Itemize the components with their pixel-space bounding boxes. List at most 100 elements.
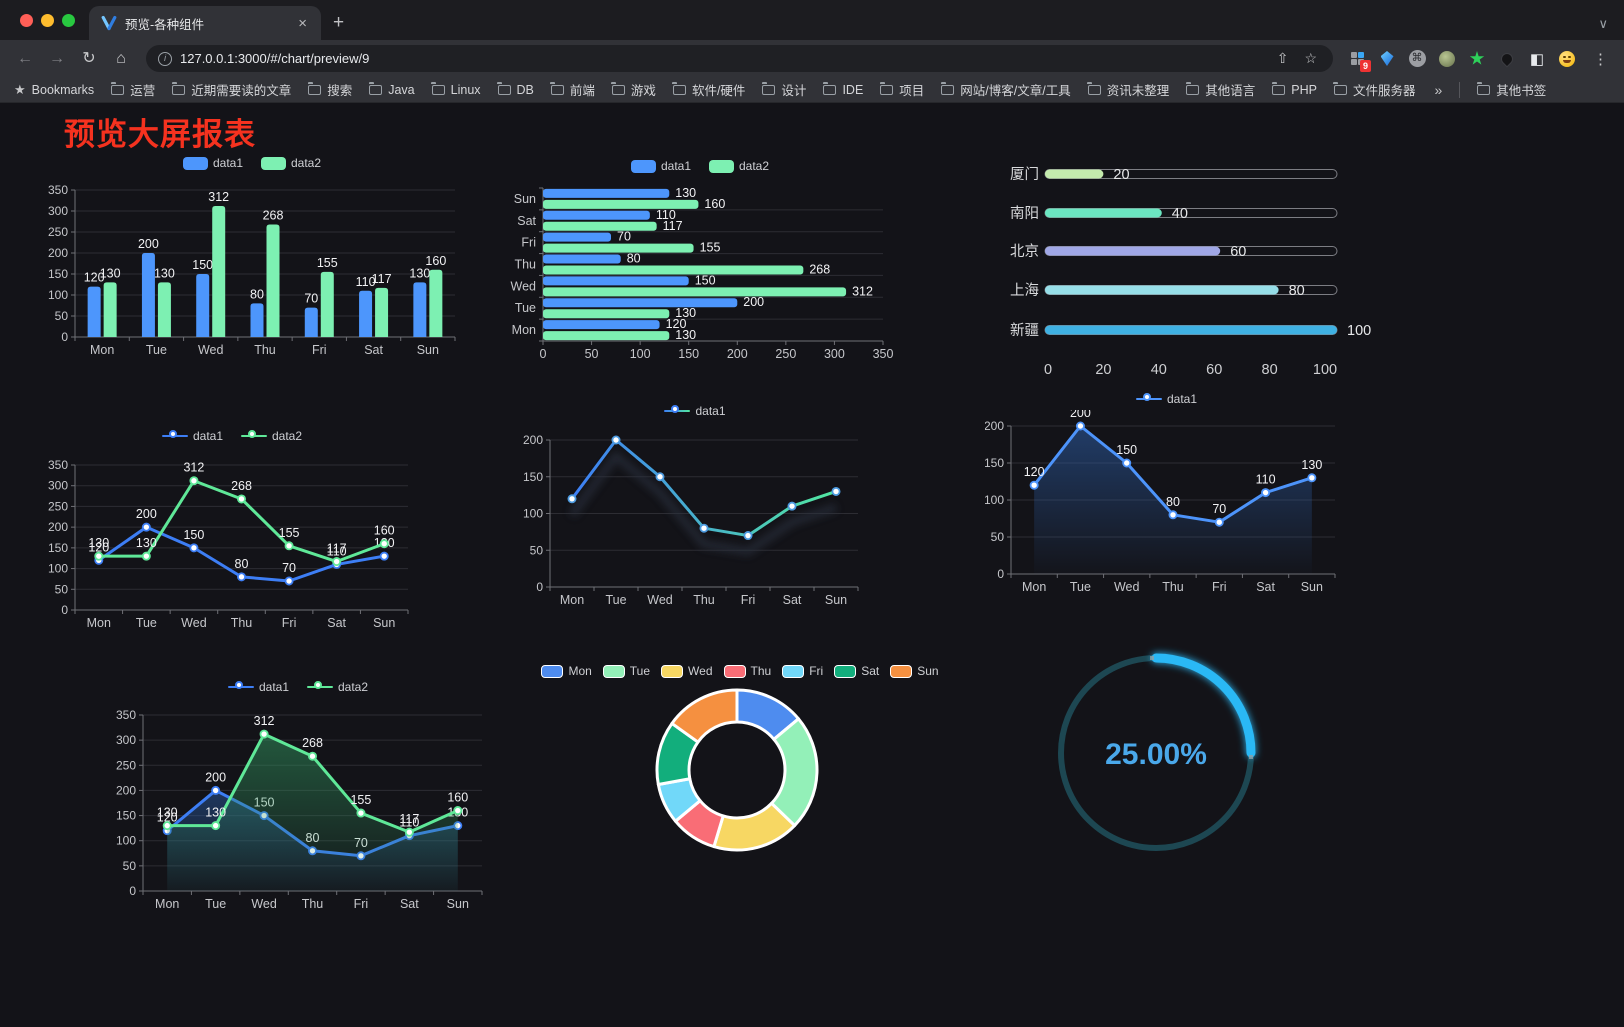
svg-text:200: 200: [523, 433, 543, 447]
legend-item-data2[interactable]: data2: [709, 159, 769, 173]
legend-item-data1[interactable]: data1: [182, 156, 243, 170]
bookmarks-divider: [1459, 81, 1461, 98]
legend-item-data2[interactable]: data2: [241, 429, 302, 443]
area2-chart-plot: 0 50 100 150 200 250 300 350 Mon Tue Wed Thu Fri Sat S…: [116, 708, 483, 911]
svg-text:160: 160: [374, 524, 395, 538]
svg-text:0: 0: [61, 330, 68, 344]
reload-icon[interactable]: ↻: [82, 49, 96, 67]
svg-text:268: 268: [809, 263, 830, 277]
gauge-plot: 25.00%: [1058, 653, 1256, 851]
window-close-button[interactable]: [20, 13, 33, 27]
svg-text:80: 80: [1166, 495, 1180, 509]
legend-label: data1: [695, 404, 726, 418]
bookmark-folder[interactable]: 运营: [110, 80, 155, 99]
bookmark-folder[interactable]: 游戏: [611, 80, 656, 99]
legend-item-data1[interactable]: data1: [630, 159, 691, 173]
donut-chart: Mon Tue Wed Thu Fri Sat Sun: [541, 660, 939, 915]
legend-label: data2: [739, 159, 770, 173]
bookmark-star-icon[interactable]: ☆: [1304, 50, 1317, 66]
legend-item-data2[interactable]: data2: [307, 680, 368, 694]
two-series-line-chart: data1 data2 0 50 100 150 200 250 300 350 Mon Tue Wed…: [42, 425, 422, 640]
address-bar[interactable]: i 127.0.0.1:3000/#/chart/preview/9 ⇧ ☆: [146, 45, 1333, 72]
bookmark-folder[interactable]: 设计: [761, 80, 806, 99]
svg-text:155: 155: [700, 241, 721, 255]
home-icon[interactable]: ⌂: [116, 49, 126, 67]
other-bookmarks-button[interactable]: 其他书签: [1476, 80, 1546, 99]
url-text[interactable]: 127.0.0.1:3000/#/chart/preview/9: [180, 51, 370, 66]
extension-pin-icon[interactable]: [1495, 47, 1519, 71]
svg-text:100: 100: [1347, 323, 1371, 339]
svg-text:50: 50: [585, 347, 599, 361]
extension-star-icon[interactable]: [1465, 47, 1489, 71]
svg-text:268: 268: [231, 479, 252, 493]
tab-close-icon[interactable]: ×: [298, 14, 307, 32]
bookmarks-overflow-icon[interactable]: »: [1434, 81, 1443, 98]
legend-swatch: [782, 664, 805, 678]
window-zoom-button[interactable]: [62, 13, 75, 27]
legend-item-data1[interactable]: data1: [1135, 392, 1197, 406]
legend: data1: [985, 388, 1348, 410]
legend-item-data2[interactable]: data2: [261, 156, 321, 170]
window-minimize-button[interactable]: [41, 13, 54, 27]
svg-text:100: 100: [523, 507, 543, 521]
bookmark-folder[interactable]: 文件服务器: [1333, 80, 1415, 99]
legend-swatch: [261, 156, 286, 170]
extension-contrast-icon[interactable]: ◧: [1529, 50, 1545, 68]
new-tab-button[interactable]: +: [333, 12, 345, 33]
browser-tab[interactable]: 预览-各种组件 ×: [89, 6, 321, 40]
bookmark-folder[interactable]: DB: [497, 81, 534, 97]
extension-circle-icon[interactable]: [1435, 47, 1459, 71]
chevron-down-icon[interactable]: ∨: [1598, 16, 1608, 31]
legend-item-fri[interactable]: Fri: [782, 664, 823, 678]
svg-text:155: 155: [317, 256, 338, 270]
browser-menu-icon[interactable]: ⋮: [1593, 50, 1608, 68]
svg-text:117: 117: [663, 219, 683, 233]
legend-item-data1[interactable]: data1: [227, 680, 289, 694]
share-icon[interactable]: ⇧: [1276, 50, 1289, 66]
svg-text:160: 160: [704, 197, 725, 211]
bookmark-folder[interactable]: 其他语言: [1185, 80, 1255, 99]
folder-icon: [431, 81, 445, 95]
bookmark-folder[interactable]: Java: [368, 81, 415, 97]
legend-label: Sat: [861, 664, 880, 678]
bookmark-folder[interactable]: PHP: [1271, 81, 1317, 97]
bookmark-folder[interactable]: 项目: [879, 80, 924, 99]
forward-icon[interactable]: →: [49, 49, 65, 67]
legend-item-tue[interactable]: Tue: [602, 664, 650, 678]
bookmark-folder[interactable]: Linux: [431, 81, 481, 97]
bookmarks-manager-button[interactable]: ★ Bookmarks: [14, 81, 95, 97]
line-chart-plot: 0 50 100 150 200 250 300 350 Mon Tue Wed Thu Fri Sat S…: [48, 458, 409, 630]
bookmark-folder[interactable]: 近期需要读的文章: [171, 80, 291, 99]
legend: data1: [520, 400, 870, 422]
svg-text:150: 150: [523, 470, 543, 484]
legend-item-sun[interactable]: Sun: [890, 664, 939, 678]
legend-item-data1[interactable]: data1: [161, 429, 223, 443]
svg-text:50: 50: [530, 543, 544, 557]
extension-proxy-icon[interactable]: 9: [1345, 47, 1371, 72]
svg-text:Sat: Sat: [327, 616, 346, 630]
svg-text:Fri: Fri: [741, 593, 756, 607]
svg-text:80: 80: [235, 557, 249, 571]
extension-gem-icon[interactable]: [1375, 47, 1399, 71]
page-info-icon[interactable]: i: [158, 51, 172, 66]
extension-emoji-icon[interactable]: [1555, 47, 1579, 71]
bookmark-folder[interactable]: 前端: [550, 80, 595, 99]
folder-icon: [368, 81, 383, 95]
svg-text:150: 150: [1116, 443, 1137, 457]
bookmark-folder[interactable]: IDE: [822, 81, 863, 97]
extension-command-icon[interactable]: ⌘: [1405, 47, 1429, 71]
bookmark-folder[interactable]: 网站/博客/文章/工具: [940, 80, 1071, 99]
svg-text:Thu: Thu: [254, 343, 276, 357]
legend-item-wed[interactable]: Wed: [661, 664, 713, 678]
bookmark-folder[interactable]: 软件/硬件: [672, 80, 745, 99]
folder-icon: [307, 81, 322, 95]
legend-item-mon[interactable]: Mon: [541, 664, 592, 678]
legend-item-data1[interactable]: data1: [664, 404, 726, 418]
back-icon[interactable]: ←: [17, 49, 33, 67]
bookmark-folder[interactable]: 搜索: [307, 80, 352, 99]
svg-text:130: 130: [205, 806, 226, 820]
legend-item-thu[interactable]: Thu: [723, 664, 771, 678]
bookmark-folder[interactable]: 资讯未整理: [1087, 80, 1169, 99]
legend-item-sat[interactable]: Sat: [834, 664, 879, 678]
browser-toolbar: ← → ↻ ⌂ i 127.0.0.1:3000/#/chart/preview…: [0, 40, 1624, 77]
